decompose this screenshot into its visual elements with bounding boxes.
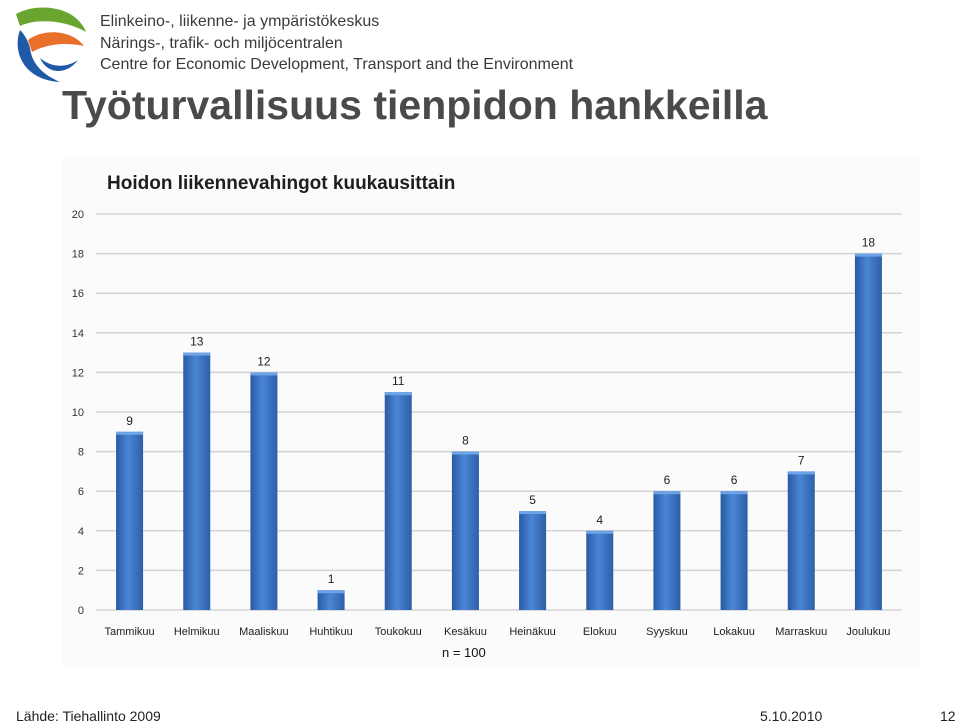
y-tick-label: 6 [78,486,84,498]
data-label: 7 [798,453,805,467]
bar-top-highlight [653,491,681,495]
data-label: 6 [664,473,671,487]
data-label: 12 [257,354,271,368]
bar-top-highlight [720,491,748,495]
chart-title: Hoidon liikennevahingot kuukausittain [107,173,456,194]
y-tick-label: 2 [78,565,84,577]
slide-title: Työturvallisuus tienpidon hankkeilla [62,82,768,128]
data-label: 8 [462,434,469,448]
x-tick-label: Helmikuu [174,626,220,638]
logo-curve-blue [40,58,78,71]
bars [116,253,882,610]
bar-top-highlight [183,352,211,356]
bar [183,352,211,610]
x-axis-ticks: Tammikuu Helmikuu Maaliskuu Huhtikuu Toukoku… [105,626,891,638]
bar [720,491,748,610]
y-tick-label: 14 [72,328,84,340]
sample-size-note: n = 100 [442,645,486,660]
bar [586,530,614,610]
bar-top-highlight [451,451,479,455]
bar-top-highlight [116,431,144,435]
y-tick-label: 16 [72,288,84,300]
ely-logo [16,7,86,82]
bar [854,253,882,610]
data-label: 11 [392,374,405,388]
y-tick-label: 8 [78,447,84,459]
data-label: 6 [731,473,738,487]
y-axis-ticks: 0 2 4 6 8 10 12 14 16 18 20 [72,209,84,617]
logo-leaf-orange [28,32,84,52]
gridlines [96,213,902,611]
bar [116,431,144,610]
bar [519,511,547,610]
x-tick-label: Huhtikuu [309,626,352,638]
bar [384,392,412,610]
slide-date: 5.10.2010 [760,708,823,724]
x-tick-label: Marraskuu [775,626,827,638]
x-tick-label: Toukokuu [375,626,422,638]
x-tick-label: Joulukuu [846,626,890,638]
bar [317,590,345,610]
y-tick-label: 20 [72,209,84,221]
org-name-finnish: Elinkeino-, liikenne- ja ympäristökeskus [100,13,380,30]
org-name-english: Centre for Economic Development, Transpo… [100,56,574,73]
data-label: 13 [190,335,204,349]
bar-top-highlight [854,253,882,257]
data-label: 18 [862,236,876,250]
x-tick-label: Heinäkuu [509,626,555,638]
page-number: 12 [940,708,956,724]
y-tick-label: 18 [72,249,84,261]
y-tick-label: 12 [72,367,84,379]
org-name-swedish: Närings-, trafik- och miljöcentralen [100,35,343,52]
bar-top-highlight [787,471,815,475]
bar-top-highlight [586,530,614,534]
x-tick-label: Syyskuu [646,626,688,638]
bar-top-highlight [384,392,412,396]
bar [787,471,815,610]
y-tick-label: 10 [72,407,84,419]
data-label: 4 [596,513,603,527]
bar-top-highlight [519,511,547,514]
logo-leaf-blue [17,30,60,82]
bar [653,491,681,610]
data-label: 1 [328,572,335,586]
x-tick-label: Tammikuu [105,626,155,638]
data-label: 5 [529,493,536,507]
x-tick-label: Kesäkuu [444,626,487,638]
x-tick-label: Elokuu [583,626,617,638]
y-tick-label: 4 [78,526,84,538]
y-tick-label: 0 [78,605,84,617]
bar [250,372,278,610]
bar [451,451,479,610]
x-tick-label: Lokakuu [713,626,755,638]
logo-leaf-green [16,7,86,32]
source-note: Lähde: Tiehallinto 2009 [16,708,161,724]
x-tick-label: Maaliskuu [239,626,289,638]
bar-top-highlight [317,590,345,594]
data-label: 9 [126,414,133,428]
bar-top-highlight [250,372,278,376]
